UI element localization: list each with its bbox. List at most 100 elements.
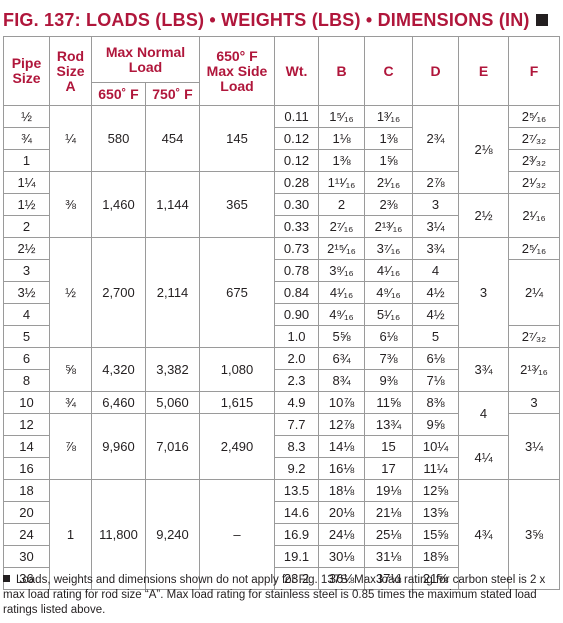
c-cell: 4¹⁄₁₆ bbox=[364, 259, 414, 282]
c-cell: 2⅜ bbox=[364, 193, 414, 216]
pipe-size-cell: 5 bbox=[3, 325, 50, 348]
c-cell: 37⅛ bbox=[364, 567, 414, 590]
header-max-normal-load: Max Normal Load bbox=[90, 36, 201, 83]
c-cell: 5¹⁄₁₆ bbox=[364, 303, 414, 326]
pipe-size-cell: 3 bbox=[3, 259, 50, 282]
load-750-cell: 7,016 bbox=[144, 413, 201, 480]
f-cell: 3¼ bbox=[508, 413, 561, 480]
pipe-size-cell: 24 bbox=[3, 523, 50, 546]
weight-cell: 8.3 bbox=[274, 435, 320, 458]
rod-size-cell: ¼ bbox=[49, 105, 92, 172]
f-cell: 2⁵⁄₁₆ bbox=[508, 105, 561, 128]
d-cell: 21⅝ bbox=[412, 567, 460, 590]
f-cell: 2¼ bbox=[508, 259, 561, 326]
weight-cell: 16.9 bbox=[274, 523, 320, 546]
pipe-size-cell: 16 bbox=[3, 457, 50, 480]
weight-cell: 0.12 bbox=[274, 127, 320, 150]
pipe-size-cell: 1 bbox=[3, 149, 50, 172]
title-text: FIG. 137: LOADS (LBS) • WEIGHTS (LBS) • … bbox=[3, 9, 530, 30]
d-cell: 11¼ bbox=[412, 457, 460, 480]
pipe-size-cell: 14 bbox=[3, 435, 50, 458]
b-cell: 10⅞ bbox=[318, 391, 366, 414]
load-750-cell: 3,382 bbox=[144, 347, 201, 392]
load-750-cell: 9,240 bbox=[144, 479, 201, 590]
c-cell: 1⅝ bbox=[364, 149, 414, 172]
d-cell: 7⅛ bbox=[412, 369, 460, 392]
f-cell: 2³⁄₃₂ bbox=[508, 149, 561, 172]
table-row: 5 1.0 5⅝ 6⅛ 5 2⁷⁄₃₂ bbox=[3, 325, 561, 348]
table-row: 12 ⅞ 9,960 7,016 2,490 7.7 12⅞ 13¾ 9⅝ 3¼ bbox=[3, 413, 561, 480]
b-cell: 2¹⁵⁄₁₆ bbox=[318, 237, 366, 260]
pipe-size-cell: ¾ bbox=[3, 127, 50, 150]
d-cell: 8⅜ bbox=[412, 391, 460, 414]
table-row: 10 ¾ 6,460 5,060 1,615 4.9 10⅞ 11⅝ 8⅜ 4 … bbox=[3, 391, 561, 436]
d-cell: 18⅝ bbox=[412, 545, 460, 568]
rod-size-cell: ⅞ bbox=[49, 413, 92, 480]
weight-cell: 0.11 bbox=[274, 105, 320, 128]
b-cell: 6¾ bbox=[318, 347, 366, 370]
rod-size-cell: ½ bbox=[49, 237, 92, 348]
table-row: 1½ 0.30 2 2⅜ 3 2½ 2¹⁄₁₆ bbox=[3, 193, 561, 238]
b-cell: 4⁹⁄₁₆ bbox=[318, 303, 366, 326]
b-cell: 3⁹⁄₁₆ bbox=[318, 259, 366, 282]
c-cell: 4⁹⁄₁₆ bbox=[364, 281, 414, 304]
b-cell: 16⅛ bbox=[318, 457, 366, 480]
side-load-cell: 145 bbox=[199, 105, 276, 172]
b-cell: 18⅛ bbox=[318, 479, 366, 502]
weight-cell: 2.3 bbox=[274, 369, 320, 392]
side-load-cell: 365 bbox=[199, 171, 276, 238]
header-b: B bbox=[318, 36, 366, 106]
c-cell: 15 bbox=[364, 435, 414, 458]
d-cell: 5 bbox=[412, 325, 460, 348]
rod-size-cell: ⅜ bbox=[49, 171, 92, 238]
header-650f: 650˚ F bbox=[91, 82, 146, 106]
pipe-size-cell: 30 bbox=[3, 545, 50, 568]
rod-size-cell: ¾ bbox=[49, 391, 92, 414]
pipe-size-cell: 4 bbox=[3, 303, 50, 326]
c-cell: 2¹³⁄₁₆ bbox=[364, 215, 414, 238]
weight-cell: 0.28 bbox=[274, 171, 320, 194]
f-cell: 2¹⁄₃₂ bbox=[508, 171, 561, 194]
weight-cell: 2.0 bbox=[274, 347, 320, 370]
side-load-cell: 675 bbox=[199, 237, 276, 348]
d-cell: 2¾ bbox=[412, 105, 460, 172]
c-cell: 9⅜ bbox=[364, 369, 414, 392]
header-weight: Wt. bbox=[274, 36, 320, 106]
weight-cell: 19.1 bbox=[274, 545, 320, 568]
load-650-cell: 11,800 bbox=[91, 479, 146, 590]
c-cell: 3⁷⁄₁₆ bbox=[364, 237, 414, 260]
side-load-cell: 1,615 bbox=[199, 391, 276, 414]
load-650-cell: 9,960 bbox=[91, 413, 146, 480]
header-rod-size: Rod Size A bbox=[49, 36, 92, 106]
b-cell: 1⅛ bbox=[318, 127, 366, 150]
weight-cell: 0.84 bbox=[274, 281, 320, 304]
d-cell: 3¾ bbox=[412, 237, 460, 260]
pipe-size-cell: 10 bbox=[3, 391, 50, 414]
weight-cell: 0.90 bbox=[274, 303, 320, 326]
e-cell: 4¼ bbox=[458, 435, 510, 480]
c-cell: 1⅜ bbox=[364, 127, 414, 150]
c-cell: 25⅛ bbox=[364, 523, 414, 546]
b-cell: 4¹⁄₁₆ bbox=[318, 281, 366, 304]
pipe-size-cell: 6 bbox=[3, 347, 50, 370]
load-750-cell: 1,144 bbox=[144, 171, 201, 238]
header-max-side-load: 650° F Max Side Load bbox=[199, 36, 276, 106]
d-cell: 4½ bbox=[412, 303, 460, 326]
b-cell: 2⁷⁄₁₆ bbox=[318, 215, 366, 238]
b-cell: 12⅞ bbox=[318, 413, 366, 436]
load-650-cell: 4,320 bbox=[91, 347, 146, 392]
header-d: D bbox=[412, 36, 460, 106]
weight-cell: 0.78 bbox=[274, 259, 320, 282]
b-cell: 14⅛ bbox=[318, 435, 366, 458]
footnote-text: Loads, weights and dimensions shown do n… bbox=[3, 574, 546, 616]
weight-cell: 13.5 bbox=[274, 479, 320, 502]
f-cell: 3 bbox=[508, 391, 561, 414]
table-row: 8 2.3 8¾ 9⅜ 7⅛ bbox=[3, 369, 560, 392]
e-cell: 4 bbox=[458, 391, 510, 436]
load-750-cell: 2,114 bbox=[144, 237, 201, 348]
rod-size-cell: ⅝ bbox=[49, 347, 92, 392]
e-cell: 3¾ bbox=[458, 347, 510, 392]
f-cell: 3⅝ bbox=[508, 479, 561, 590]
b-cell: 1⅜ bbox=[318, 149, 366, 172]
weight-cell: 0.30 bbox=[274, 193, 320, 216]
